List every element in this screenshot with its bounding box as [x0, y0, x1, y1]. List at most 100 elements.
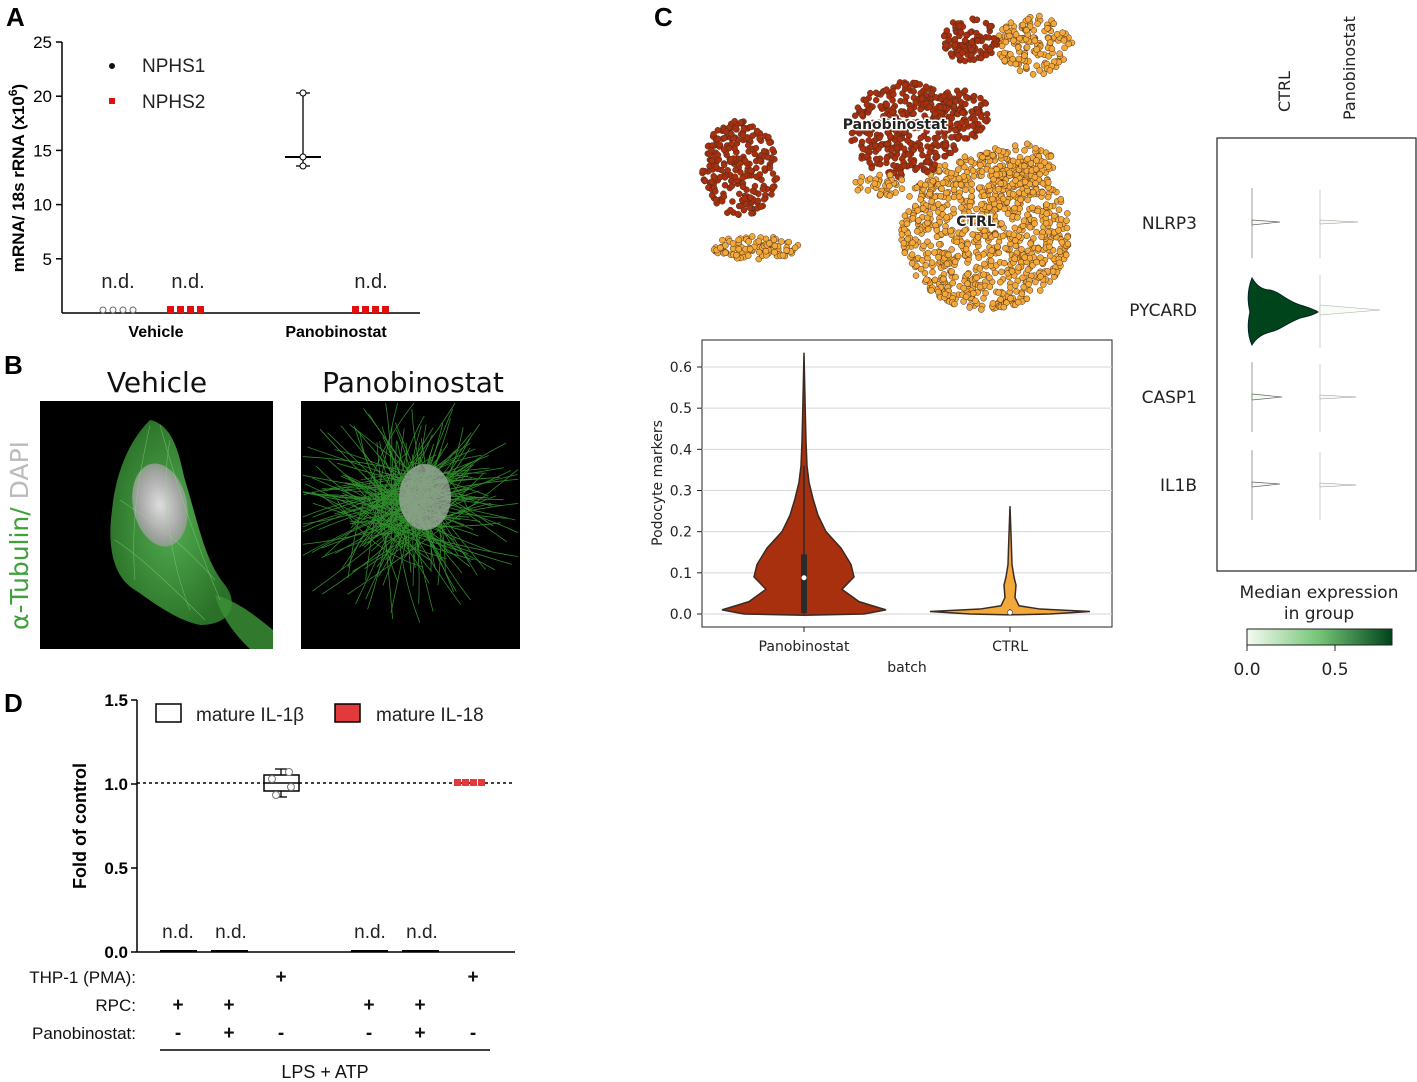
y-tick-label: 0.5 — [104, 859, 128, 878]
stacked-violin-nlrp3-pano — [1319, 219, 1359, 225]
y-tick-label: 0.0 — [104, 943, 128, 962]
microtubules-vehicle — [114, 424, 221, 621]
stacked-violin-gene-label-pycard: PYCARD — [1129, 301, 1197, 321]
stacked-violin-group-label-ctrl: CTRL — [1275, 71, 1294, 112]
panel-label-d: D — [4, 688, 23, 718]
violin-chart: 0.0 0.1 0.2 0.3 0.4 0.5 0.6 Podocyte markers P… — [650, 339, 1113, 676]
violin-y-tick-label: 0.6 — [670, 360, 692, 376]
legend-il18-marker — [334, 703, 361, 723]
nd-points-vehicle-nphs2 — [167, 306, 204, 313]
colorbar-title-line2: in group — [1284, 604, 1354, 624]
stacked-violin-il1b-ctrl — [1251, 481, 1281, 488]
legend-nphs1-marker — [109, 63, 115, 69]
condition-value: + — [467, 967, 478, 988]
nucleus-panobinostat — [399, 464, 451, 530]
panel-d-chart: 0.0 0.5 1.0 1.5 Fold of control mature IL-1… — [29, 691, 515, 1082]
panel-a-y-ticks: 5 10 15 20 25 — [33, 33, 62, 269]
il1b-points — [268, 768, 295, 799]
condition-value: + — [414, 995, 425, 1016]
nd-label: n.d. — [101, 271, 134, 293]
violin-y-tick-label: 0.1 — [670, 566, 692, 582]
condition-grid: + + + + + + - + - - + - — [172, 967, 478, 1044]
nucleus-vehicle — [132, 463, 188, 547]
stacked-violin-group-label-panobinostat: Panobinostat — [1340, 16, 1359, 120]
condition-value: + — [363, 995, 374, 1016]
condition-value: + — [172, 995, 183, 1016]
stacked-violin-frame — [1216, 137, 1417, 572]
stacked-violin-gene-label-il1b: IL1B — [1160, 476, 1197, 496]
violin-x-label: batch — [887, 660, 927, 676]
nphs1-panobinostat-point — [299, 162, 307, 170]
stacked-violin-pycard-pano — [1319, 304, 1381, 316]
nd-label: n.d. — [406, 922, 438, 943]
panel-d-y-label: Fold of control — [70, 763, 90, 889]
stacked-violin-nlrp3-ctrl — [1251, 219, 1281, 226]
legend-nphs2-marker — [109, 98, 115, 104]
condition-value: - — [278, 1023, 284, 1044]
y-tick-label: 5 — [43, 250, 52, 269]
violin-median-panobinostat — [801, 575, 807, 581]
legend-il1b-marker — [155, 703, 182, 723]
stacked-violin-casp1-ctrl — [1251, 393, 1283, 401]
y-tick-label: 1.5 — [104, 691, 128, 710]
y-tick-label: 25 — [33, 33, 52, 52]
colorbar-title-line1: Median expression — [1240, 583, 1399, 603]
stacked-violin-gene-label-nlrp3: NLRP3 — [1142, 214, 1197, 234]
condition-label-panobinostat: Panobinostat: — [32, 1024, 136, 1043]
condition-value: + — [223, 995, 234, 1016]
panel-a-y-label: mRNA/ 18s rRNA (x106) — [6, 84, 28, 272]
condition-value: - — [366, 1023, 372, 1044]
umap-scatter — [699, 12, 1076, 313]
violin-y-tick-label: 0.2 — [670, 525, 692, 541]
violin-x-tick-label-panobinostat: Panobinostat — [759, 639, 850, 655]
cell-vehicle-fragment — [215, 595, 273, 649]
colorbar-tick-label: 0.0 — [1233, 660, 1260, 680]
violin-y-label: Podocyte markers — [650, 420, 666, 546]
nd-label: n.d. — [354, 271, 387, 293]
umap-cluster-label-panobinostat: Panobinostat — [843, 117, 948, 133]
violin-x-tick-label-ctrl: CTRL — [992, 639, 1028, 655]
colorbar-tick-label: 0.5 — [1321, 660, 1348, 680]
nd-label: n.d. — [162, 922, 194, 943]
y-tick-label: 20 — [33, 87, 52, 106]
panel-label-a: A — [6, 2, 25, 32]
nphs1-panobinostat-point — [299, 89, 307, 97]
violin-y-ticks: 0.0 0.1 0.2 0.3 0.4 0.5 0.6 — [670, 360, 702, 623]
stacked-violin-gene-label-casp1: CASP1 — [1142, 388, 1197, 408]
panel-a-x-label-vehicle: Vehicle — [128, 324, 183, 341]
y-tick-label: 1.0 — [104, 775, 128, 794]
nd-label: n.d. — [354, 922, 386, 943]
legend-il1b-label: mature IL-1β — [196, 705, 304, 726]
nd-points-vehicle-nphs1 — [99, 306, 137, 314]
violin-ctrl — [929, 506, 1091, 616]
panel-label-b: B — [4, 350, 23, 380]
umap-cluster-label-ctrl: CTRL — [956, 214, 996, 230]
nd-label: n.d. — [171, 271, 204, 293]
condition-label-rpc: RPC: — [95, 996, 136, 1015]
panel-label-c: C — [654, 2, 673, 32]
violin-y-tick-label: 0.5 — [670, 401, 692, 417]
colorbar-gradient — [1246, 628, 1393, 646]
nd-points-panobinostat-nphs2 — [352, 306, 389, 313]
y-tick-label: 10 — [33, 196, 52, 215]
condition-value: + — [223, 1023, 234, 1044]
lps-atp-label: LPS + ATP — [281, 1062, 368, 1082]
stacked-violin-pycard-ctrl — [1247, 276, 1319, 347]
condition-value: - — [175, 1023, 181, 1044]
stacked-violin-casp1-pano — [1319, 394, 1357, 400]
il18-points — [454, 779, 485, 786]
legend-nphs1-label: NPHS1 — [142, 56, 205, 77]
micrograph-title-panobinostat: Panobinostat — [322, 366, 504, 399]
y-tick-label: 15 — [33, 141, 52, 160]
condition-value: - — [470, 1023, 476, 1044]
violin-y-tick-label: 0.4 — [670, 442, 692, 458]
panel-b-micrographs: Vehicle Panobinostat α-Tubulin/ DAPI — [5, 366, 520, 649]
legend-nphs2-label: NPHS2 — [142, 92, 205, 113]
violin-y-tick-label: 0.3 — [670, 484, 692, 500]
condition-value: + — [275, 967, 286, 988]
condition-label-thp1: THP-1 (PMA): — [29, 968, 136, 987]
micrograph-title-vehicle: Vehicle — [107, 366, 207, 399]
violin-median-ctrl — [1007, 609, 1013, 616]
